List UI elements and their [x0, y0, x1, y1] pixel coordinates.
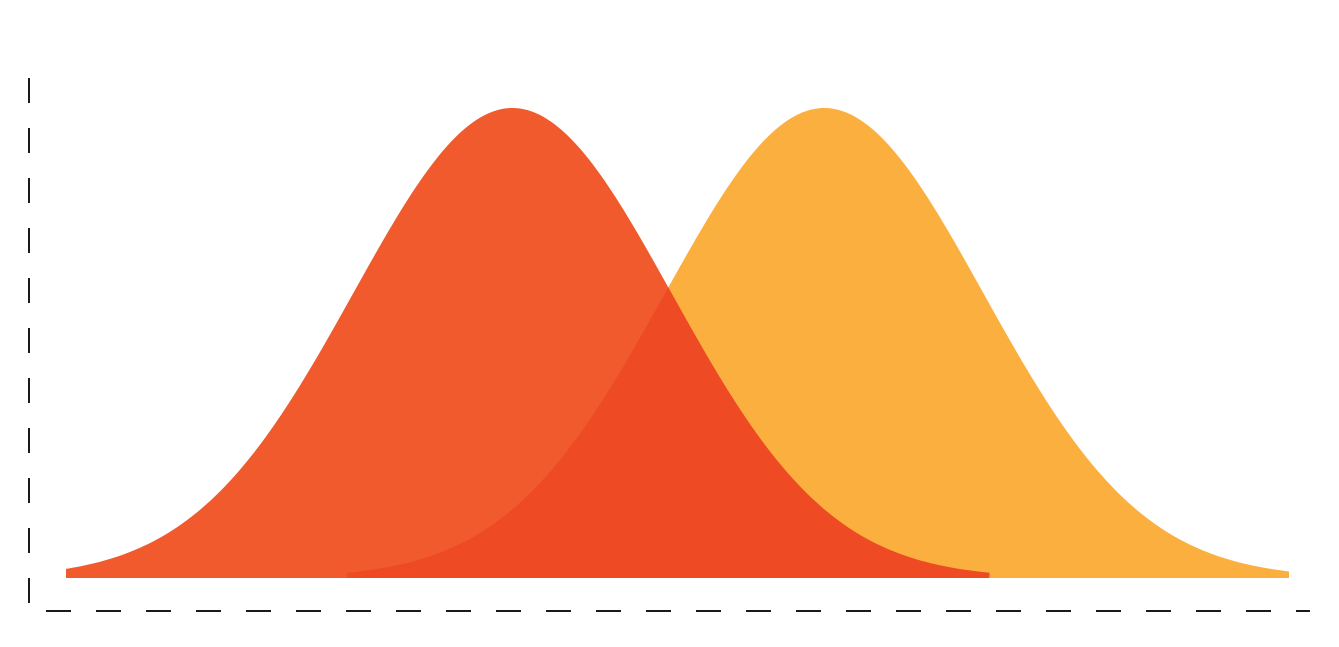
axes-layer: [28, 78, 1310, 612]
areas-layer: [66, 108, 1289, 578]
